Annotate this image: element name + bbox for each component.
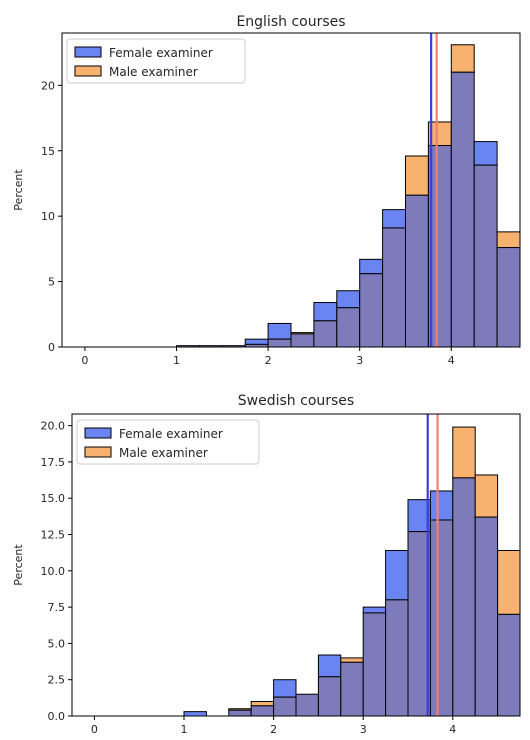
legend-label-male: Male examiner: [109, 65, 198, 79]
bar-female-8: [336, 290, 361, 309]
bar-female-9: [362, 606, 387, 614]
y-axis-label: Percent: [12, 169, 25, 211]
bar-overlap-12: [429, 519, 454, 717]
legend-label-male: Male examiner: [119, 446, 208, 460]
bar-female-9: [359, 258, 384, 275]
bar-male-4: [250, 700, 275, 707]
legend-label-female: Female examiner: [119, 427, 223, 441]
bar-overlap-10: [382, 227, 407, 348]
y-tick-label: 10.0: [41, 565, 66, 578]
x-tick-label: 3: [360, 723, 367, 736]
bar-female-5: [273, 679, 297, 698]
bar-female-10: [385, 549, 409, 601]
y-tick-label: 5.0: [48, 637, 66, 650]
legend-swatch-female: [84, 427, 112, 439]
y-tick-label: 15: [41, 145, 55, 158]
bar-female-1: [183, 711, 207, 717]
bar-female-7: [313, 302, 338, 322]
bar-overlap-8: [336, 307, 361, 348]
bar-overlap-6: [290, 333, 315, 348]
bar-overlap-9: [362, 612, 387, 717]
y-tick-label: 10: [41, 210, 55, 223]
bar-overlap-3: [228, 709, 252, 717]
bar-overlap-13: [452, 477, 476, 717]
bar-overlap-14: [473, 164, 498, 348]
chart-title: English courses: [236, 14, 345, 30]
y-tick-label: 0: [48, 341, 55, 354]
y-tick-label: 12.5: [41, 529, 66, 542]
bar-overlap-10: [385, 599, 409, 717]
chart-title: Swedish courses: [238, 393, 354, 409]
chart-panel-1: English courses Percent 0 1 2 3 4 0 5 10 15 20 Femal…: [12, 14, 521, 367]
y-tick-label: 0.0: [48, 710, 66, 723]
bar-female-7: [317, 654, 342, 678]
bar-overlap-8: [340, 661, 364, 717]
legend-swatch-male: [74, 65, 102, 77]
legend-label-female: Female examiner: [109, 46, 213, 60]
bar-female-5: [267, 322, 292, 340]
y-tick-label: 7.5: [48, 601, 66, 614]
x-tick-label: 3: [356, 354, 363, 367]
bar-overlap-14: [474, 516, 499, 717]
x-tick-label: 1: [181, 723, 188, 736]
y-tick-label: 2.5: [48, 674, 66, 687]
bar-overlap-9: [359, 273, 384, 348]
y-tick-label: 20.0: [41, 420, 66, 433]
legend-swatch-female: [74, 46, 102, 58]
plot-frame: [61, 32, 521, 348]
bar-overlap-5: [273, 696, 297, 717]
plot-frame: [71, 413, 521, 717]
bar-male-13: [452, 426, 476, 479]
bar-female-14: [473, 141, 498, 166]
x-tick-label: 4: [449, 723, 456, 736]
bar-overlap-5: [267, 338, 292, 348]
bar-overlap-7: [317, 676, 342, 717]
bar-female-12: [429, 490, 454, 521]
x-tick-label: 0: [81, 354, 88, 367]
y-tick-label: 20: [41, 79, 55, 92]
bar-overlap-11: [405, 194, 429, 348]
bar-male-13: [450, 44, 475, 73]
x-tick-label: 1: [173, 354, 180, 367]
bar-overlap-6: [295, 693, 319, 717]
bar-male-14: [474, 474, 499, 518]
x-tick-label: 2: [265, 354, 272, 367]
y-axis-label: Percent: [12, 544, 25, 586]
bar-male-8: [340, 657, 364, 663]
bar-male-15: [497, 549, 521, 615]
legend-swatch-male: [84, 446, 112, 458]
legend-box: [76, 419, 260, 465]
bar-overlap-7: [313, 320, 338, 348]
y-tick-label: 5: [48, 276, 55, 289]
bar-overlap-13: [450, 71, 475, 348]
y-tick-label: 15.0: [41, 492, 66, 505]
legend-box: [66, 38, 246, 84]
y-tick-label: 17.5: [41, 456, 66, 469]
x-tick-label: 4: [448, 354, 455, 367]
bar-overlap-4: [250, 705, 275, 717]
bar-female-10: [382, 209, 407, 229]
bar-female-4: [244, 338, 269, 345]
bar-overlap-15: [496, 247, 521, 348]
bar-male-11: [405, 155, 429, 196]
bar-overlap-15: [497, 613, 521, 717]
chart-panel-2: Swedish courses Percent 0 1 2 3 4 0.0 2.5 5.0 7.5 1…: [12, 393, 521, 736]
bar-male-15: [496, 231, 521, 249]
x-tick-label: 2: [270, 723, 277, 736]
x-tick-label: 0: [91, 723, 98, 736]
